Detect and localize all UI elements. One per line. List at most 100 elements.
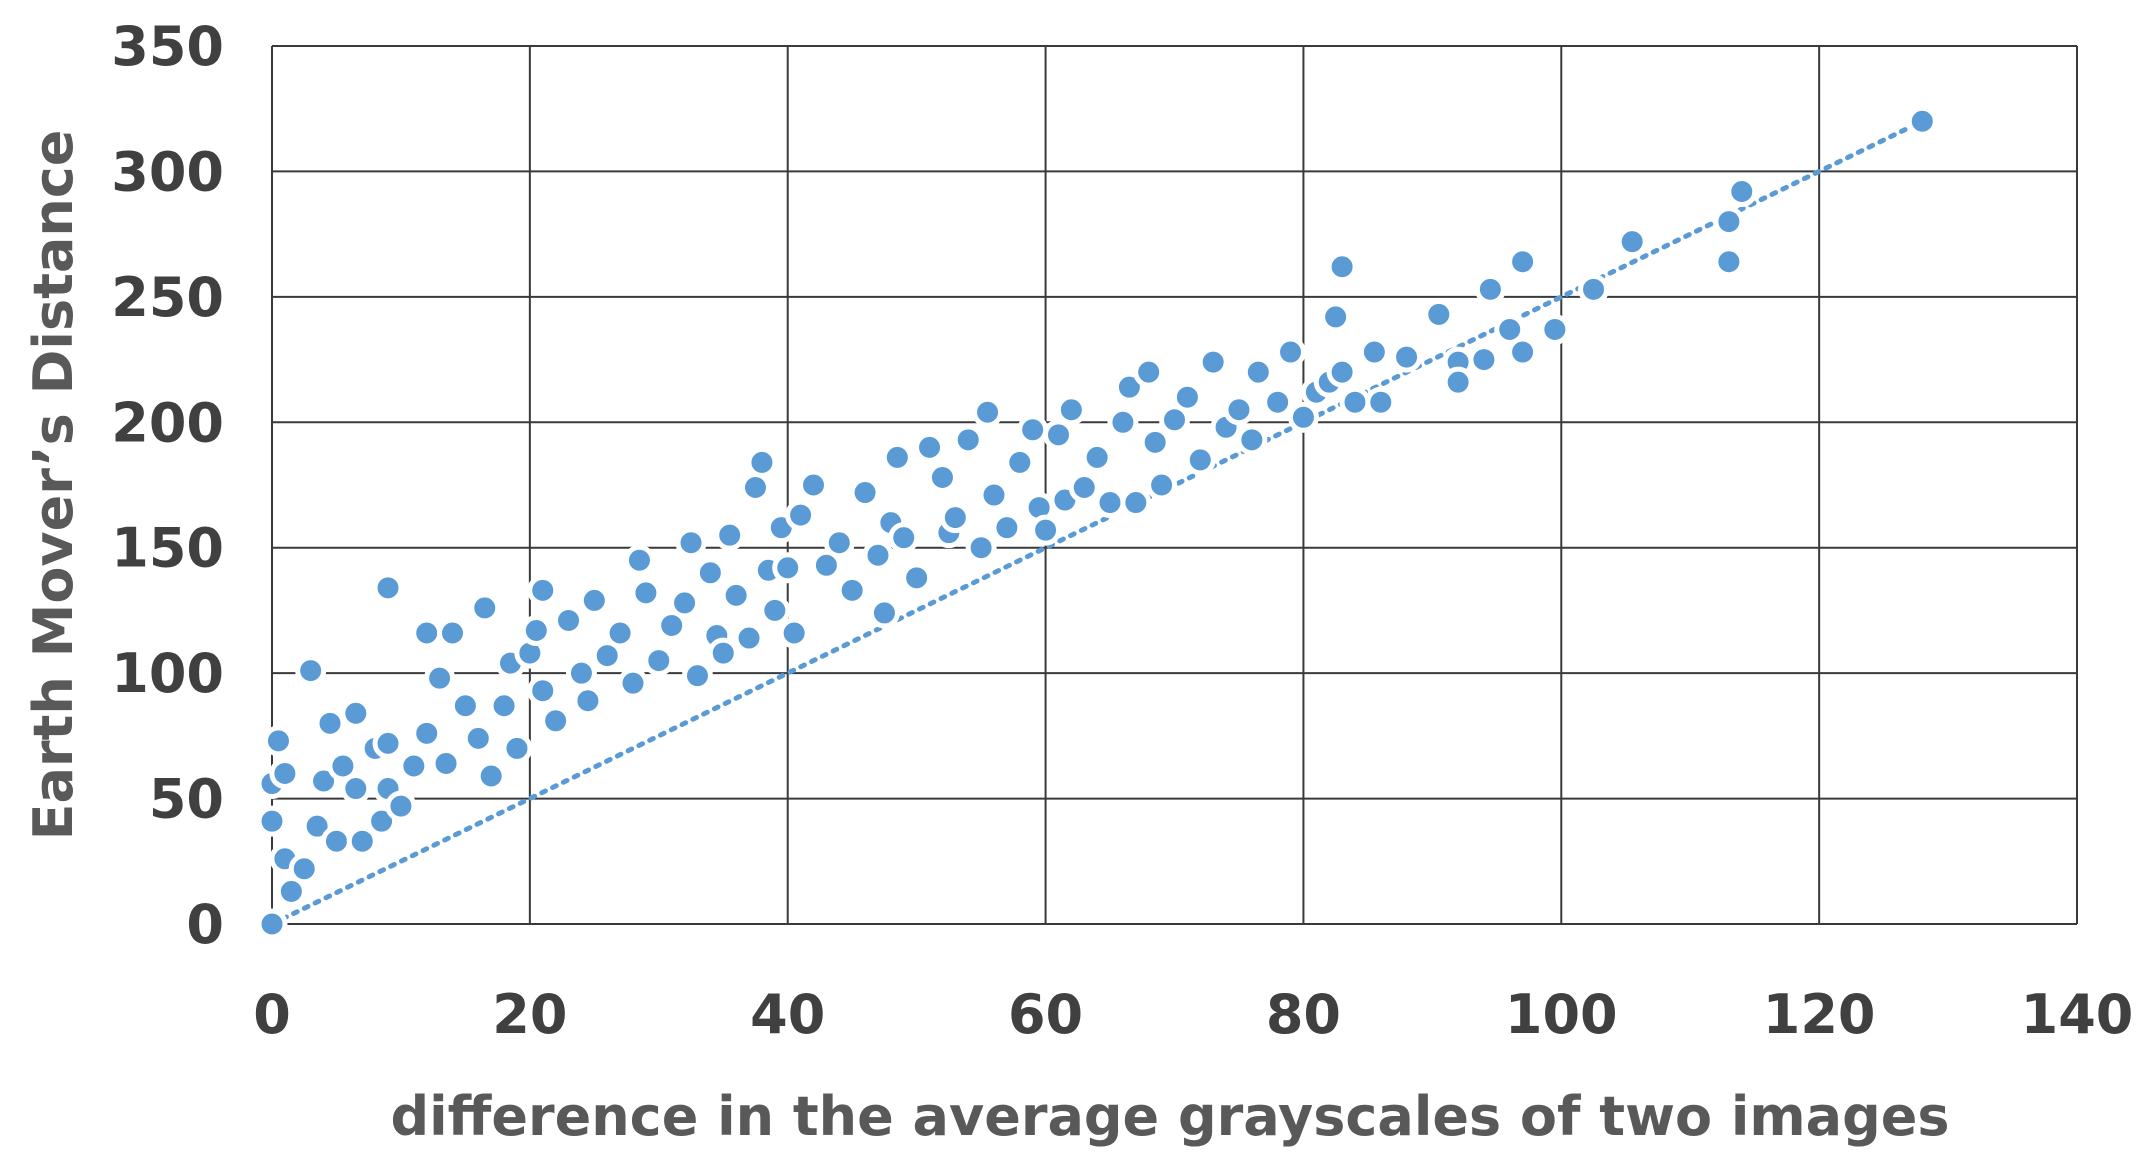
x-tick-label: 140 (2021, 983, 2134, 1046)
data-point (1713, 206, 1745, 238)
data-point (520, 614, 552, 646)
data-point (1139, 426, 1171, 458)
data-point (733, 622, 765, 654)
data-point (1262, 386, 1294, 418)
data-points (256, 105, 1938, 940)
y-tick-label: 350 (111, 15, 224, 78)
data-point (823, 527, 855, 559)
x-tick-label: 40 (750, 983, 825, 1046)
data-point (939, 502, 971, 534)
trendline-group (269, 118, 1925, 927)
data-point (643, 645, 675, 677)
data-point (778, 617, 810, 649)
data-point (739, 472, 771, 504)
data-point (269, 757, 301, 789)
data-point (1068, 472, 1100, 504)
data-point (1365, 386, 1397, 418)
data-point (1017, 414, 1049, 446)
data-point (675, 527, 707, 559)
data-point (314, 707, 346, 739)
data-point (604, 617, 636, 649)
data-point (462, 722, 494, 754)
data-point (398, 750, 430, 782)
data-point (411, 717, 443, 749)
data-point (1578, 273, 1610, 305)
data-point (1507, 246, 1539, 278)
data-point (572, 685, 604, 717)
data-point (1906, 105, 1938, 137)
data-point (1197, 346, 1229, 378)
y-tick-label: 50 (149, 768, 224, 831)
data-point (1539, 313, 1571, 345)
data-point (1004, 446, 1036, 478)
data-point (746, 446, 778, 478)
data-point (914, 431, 946, 463)
data-point (527, 675, 559, 707)
data-point (1320, 301, 1352, 333)
data-point (1146, 469, 1178, 501)
data-point (288, 853, 320, 885)
data-point (623, 544, 655, 576)
data-point (810, 549, 842, 581)
data-point (424, 662, 456, 694)
data-point (991, 512, 1023, 544)
trendline (269, 118, 1925, 927)
data-point (630, 577, 662, 609)
data-point (1474, 273, 1506, 305)
y-tick-label: 150 (111, 517, 224, 580)
data-point (1171, 381, 1203, 413)
data-point (881, 441, 913, 473)
data-point (669, 587, 701, 619)
data-point (656, 609, 688, 641)
data-point (1030, 514, 1062, 546)
data-point (411, 617, 443, 649)
data-point (1236, 424, 1268, 456)
data-point (1094, 487, 1126, 519)
data-point (527, 574, 559, 606)
data-point (785, 499, 817, 531)
x-tick-label: 0 (253, 983, 291, 1046)
x-tick-label: 120 (1763, 983, 1876, 1046)
data-point (320, 825, 352, 857)
data-point (1326, 251, 1358, 283)
y-tick-label: 250 (111, 266, 224, 329)
data-point (681, 660, 713, 692)
data-point (437, 617, 468, 649)
data-point (759, 594, 791, 626)
data-point (1468, 344, 1500, 376)
data-point (1391, 341, 1423, 373)
y-tick-label: 300 (111, 140, 224, 203)
data-point (340, 773, 372, 805)
data-point (1287, 401, 1319, 433)
data-point (1494, 313, 1526, 345)
data-point (591, 640, 623, 672)
data-point (1223, 394, 1255, 426)
data-point (1326, 356, 1358, 388)
data-point (372, 727, 404, 759)
data-point (694, 557, 726, 589)
data-point (901, 562, 933, 594)
y-tick-label: 200 (111, 391, 224, 454)
x-tick-label: 100 (1505, 983, 1618, 1046)
data-point (372, 572, 404, 604)
data-point (1442, 366, 1474, 398)
data-point (1358, 336, 1390, 368)
data-point (256, 908, 288, 940)
data-point (836, 574, 868, 606)
data-point (346, 825, 378, 857)
data-point (868, 597, 900, 629)
data-point (1726, 175, 1758, 207)
y-tick-label: 100 (111, 642, 224, 705)
data-point (617, 667, 649, 699)
data-point (501, 732, 533, 764)
data-point (714, 519, 746, 551)
data-point (469, 592, 501, 624)
data-point (295, 655, 327, 687)
data-point (430, 747, 462, 779)
data-point (475, 760, 507, 792)
data-point (888, 522, 920, 554)
data-point (553, 604, 585, 636)
data-point (1055, 394, 1087, 426)
data-point (978, 479, 1010, 511)
